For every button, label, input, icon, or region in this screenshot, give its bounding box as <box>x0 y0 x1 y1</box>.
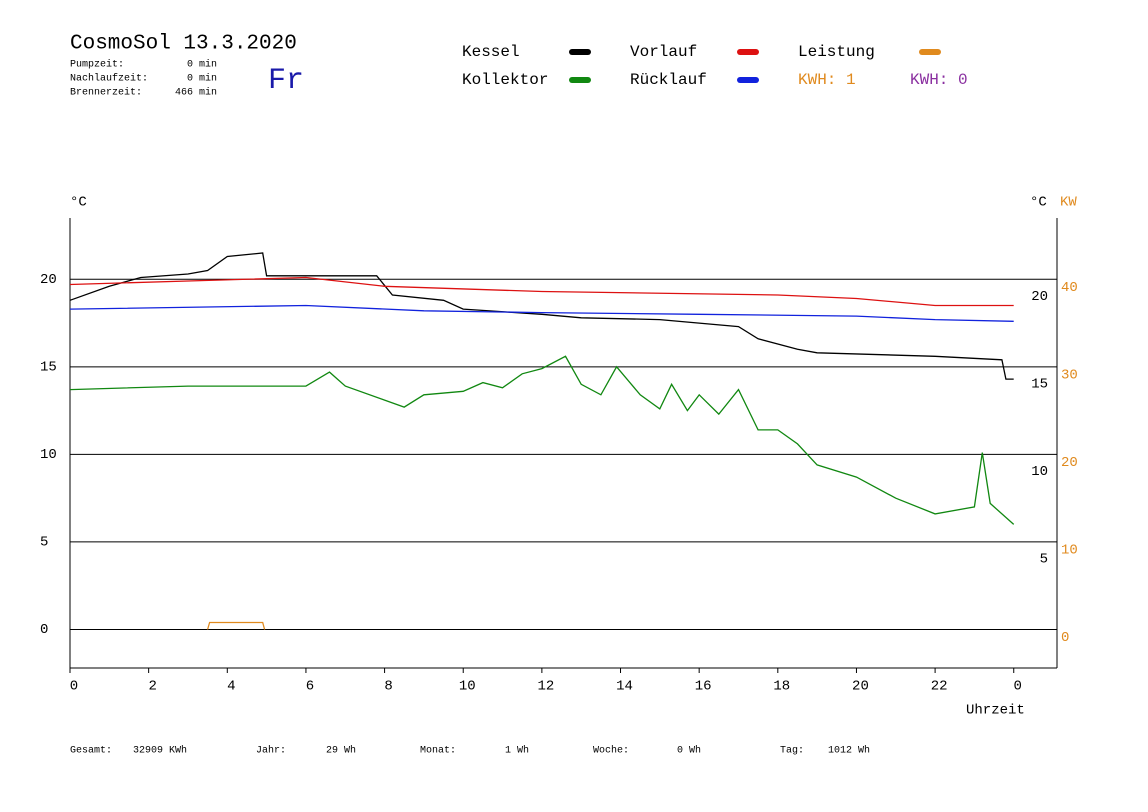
y2-tick-label: 40 <box>1061 280 1078 296</box>
footer-label: Monat: <box>420 746 456 757</box>
x-axis-label: Uhrzeit <box>966 703 1025 719</box>
y-right-tick-label: 20 <box>1031 289 1048 305</box>
stat-value: 0 min <box>187 73 217 85</box>
legend-label: Kollektor <box>462 71 548 89</box>
y2-tick-label: 0 <box>1061 630 1069 646</box>
x-tick-label: 0 <box>1014 679 1022 695</box>
stat-label: Nachlaufzeit: <box>70 73 148 85</box>
series-line <box>69 355 1015 525</box>
x-tick-label: 22 <box>931 679 948 695</box>
footer-value: 1 Wh <box>505 745 529 757</box>
footer-value: 0 Wh <box>677 745 701 757</box>
x-tick-label: 12 <box>537 679 554 695</box>
legend-label: Leistung <box>798 43 875 61</box>
footer-value: 1012 Wh <box>828 745 870 757</box>
x-tick-label: 18 <box>773 679 790 695</box>
x-tick-label: 20 <box>852 679 869 695</box>
y-right-tick-label: 15 <box>1031 377 1048 393</box>
y-right-label: °C <box>1030 195 1047 211</box>
day-label: Fr <box>268 64 304 98</box>
y2-tick-label: 20 <box>1061 455 1078 471</box>
legend-label: Vorlauf <box>630 43 697 61</box>
chart-title: CosmoSol 13.3.2020 <box>70 33 297 56</box>
y-tick-label: 10 <box>40 447 57 463</box>
stat-label: Brennerzeit: <box>70 87 142 99</box>
y-tick-label: 15 <box>40 360 57 376</box>
legend-label: Kessel <box>462 43 520 61</box>
series-line <box>69 252 1014 380</box>
y-tick-label: 20 <box>40 272 57 288</box>
x-tick-label: 2 <box>148 679 156 695</box>
stat-label: Pumpzeit: <box>70 59 124 71</box>
y-right-tick-label: 5 <box>1040 552 1048 568</box>
footer-label: Jahr: <box>256 745 286 757</box>
y-right-tick-label: 10 <box>1031 464 1048 480</box>
x-tick-label: 0 <box>70 679 78 695</box>
footer-label: Woche: <box>593 745 629 757</box>
kwh-label: KWH: 0 <box>910 71 968 89</box>
y-tick-label: 5 <box>40 535 48 551</box>
footer-value: 29 Wh <box>326 745 356 757</box>
kwh-label: KWH: 1 <box>798 71 856 89</box>
series-line <box>69 276 1014 307</box>
stat-value: 466 min <box>175 87 217 99</box>
series-line <box>69 304 1014 322</box>
x-tick-label: 6 <box>306 679 314 695</box>
x-tick-label: 14 <box>616 679 633 695</box>
x-tick-label: 4 <box>227 679 235 695</box>
footer-value: 32909 KWh <box>133 745 187 757</box>
y2-tick-label: 10 <box>1061 543 1078 559</box>
x-tick-label: 16 <box>695 679 712 695</box>
y2-axis-label: KW <box>1060 195 1077 211</box>
footer-label: Gesamt: <box>70 746 112 757</box>
series-line <box>206 621 266 630</box>
x-tick-label: 8 <box>384 679 392 695</box>
x-tick-label: 10 <box>459 679 476 695</box>
y2-tick-label: 30 <box>1061 368 1078 384</box>
footer-label: Tag: <box>780 746 804 757</box>
y-axis-label: °C <box>70 195 87 211</box>
legend-label: Rücklauf <box>630 71 707 89</box>
stat-value: 0 min <box>187 59 217 71</box>
y-tick-label: 0 <box>40 622 48 638</box>
